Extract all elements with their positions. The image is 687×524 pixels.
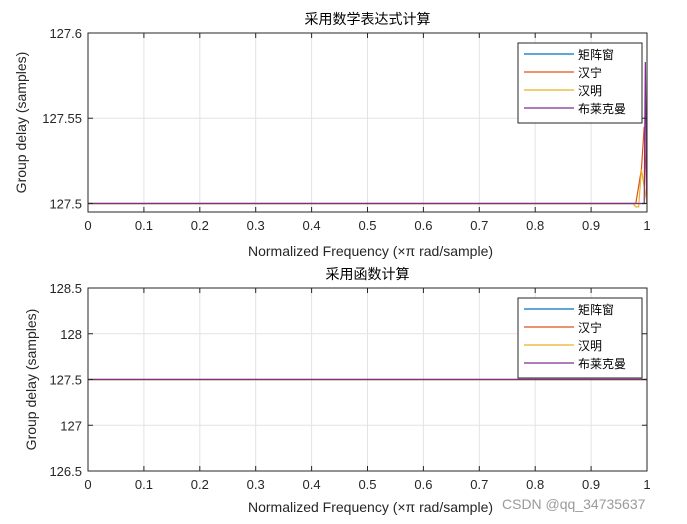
y-tick-label: 127.6 <box>49 26 82 41</box>
y-tick-label: 126.5 <box>49 464 82 479</box>
y-tick-label: 127.5 <box>49 373 82 388</box>
x-tick-label: 0.6 <box>414 218 432 233</box>
legend-label: 布莱克曼 <box>578 102 626 116</box>
x-tick-label: 0.7 <box>470 218 488 233</box>
y-tick-label: 128.5 <box>49 281 82 296</box>
x-tick-label: 0.9 <box>582 218 600 233</box>
legend-label: 矩阵窗 <box>578 303 614 317</box>
chart-1: 0 0.1 0.2 0.3 0.4 0.5 0.6 0.7 0.8 0.9 1 127.5 127.55… <box>13 12 651 259</box>
chart-title: 采用函数计算 <box>326 267 410 283</box>
legend-label: 汉宁 <box>578 65 602 80</box>
legend-label: 布莱克曼 <box>578 357 626 371</box>
x-tick-label: 0.7 <box>470 477 488 492</box>
y-tick-label: 128 <box>60 327 82 342</box>
x-tick-label: 0.5 <box>358 477 376 492</box>
legend-label: 汉宁 <box>578 320 602 335</box>
chart-title: 采用数学表达式计算 <box>305 12 431 28</box>
x-tick-label: 0.4 <box>303 218 321 233</box>
watermark: CSDN @qq_34735637 <box>502 496 646 512</box>
x-tick-label: 0.3 <box>247 477 265 492</box>
chart-2: 0 0.1 0.2 0.3 0.4 0.5 0.6 0.7 0.8 0.9 1 126.5 127 127… <box>23 267 651 515</box>
legend-box <box>517 297 643 379</box>
y-tick-label: 127 <box>60 418 82 433</box>
x-tick-label: 0.8 <box>526 218 544 233</box>
x-tick-label: 1 <box>643 218 650 233</box>
legend-box <box>517 42 643 124</box>
y-axis-label: Group delay (samples) <box>13 52 29 194</box>
x-tick-label: 0.4 <box>303 477 321 492</box>
x-axis-label: Normalized Frequency (×π rad/sample) <box>248 499 493 515</box>
x-tick-label: 0.9 <box>582 477 600 492</box>
legend-label: 矩阵窗 <box>578 48 614 62</box>
y-tick-label: 127.55 <box>42 111 82 126</box>
x-tick-label: 0.1 <box>135 218 153 233</box>
x-tick-label: 0.8 <box>526 477 544 492</box>
x-tick-label: 0 <box>84 218 91 233</box>
x-tick-label: 0.2 <box>191 218 209 233</box>
x-tick-label: 0.5 <box>358 218 376 233</box>
x-tick-label: 1 <box>643 477 650 492</box>
x-tick-label: 0 <box>84 477 91 492</box>
x-tick-label: 0.2 <box>191 477 209 492</box>
legend-label: 汉明 <box>578 339 602 353</box>
y-tick-label: 127.5 <box>49 196 82 211</box>
y-axis-label: Group delay (samples) <box>23 309 39 451</box>
legend-label: 汉明 <box>578 84 602 98</box>
series-line <box>88 61 647 205</box>
x-tick-label: 0.6 <box>414 477 432 492</box>
x-axis-label: Normalized Frequency (×π rad/sample) <box>248 243 493 259</box>
x-tick-label: 0.3 <box>247 218 265 233</box>
x-tick-label: 0.1 <box>135 477 153 492</box>
